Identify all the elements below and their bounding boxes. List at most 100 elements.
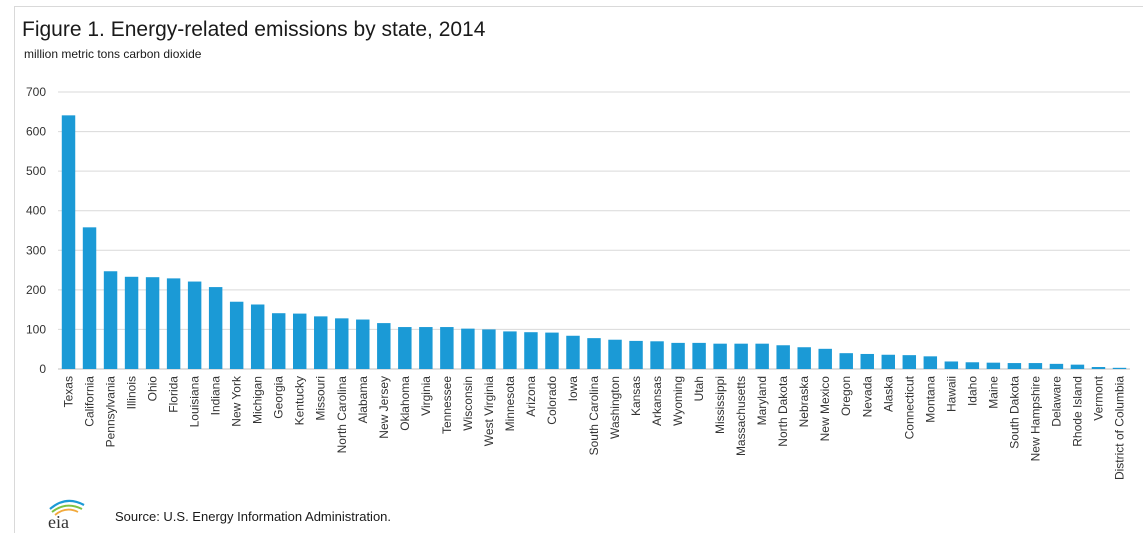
- x-tick-label: Tennessee: [440, 376, 454, 434]
- x-tick-label: Massachusetts: [734, 376, 748, 456]
- x-tick-label: Delaware: [1049, 376, 1063, 427]
- bar: [776, 345, 790, 369]
- x-tick-label: North Dakota: [776, 376, 790, 447]
- bar: [208, 287, 223, 369]
- bar: [61, 115, 76, 370]
- x-tick-label: Iowa: [566, 376, 580, 402]
- x-tick-label: Kansas: [629, 376, 643, 416]
- y-tick-label: 100: [26, 322, 46, 336]
- x-tick-label: Indiana: [209, 376, 223, 416]
- bar: [145, 277, 160, 369]
- chart-title: Figure 1. Energy-related emissions by st…: [22, 18, 486, 41]
- bar: [818, 348, 832, 369]
- chart-frame: [14, 6, 1143, 533]
- bar: [419, 327, 433, 369]
- x-tick-label: Alabama: [356, 376, 370, 424]
- bar: [986, 362, 1001, 369]
- x-tick-label: Georgia: [272, 376, 286, 419]
- x-tick-label: District of Columbia: [1112, 376, 1126, 480]
- bar: [482, 329, 496, 369]
- bar: [734, 343, 748, 369]
- svg-text:eia: eia: [48, 512, 69, 531]
- x-tick-label: Florida: [167, 376, 181, 413]
- x-tick-label: Pennsylvania: [104, 376, 118, 448]
- x-tick-label: Maine: [986, 376, 1000, 409]
- x-tick-label: Arizona: [524, 376, 538, 417]
- bar: [650, 341, 664, 369]
- y-tick-label: 200: [26, 283, 46, 297]
- bar: [1070, 364, 1085, 369]
- x-tick-label: Nevada: [860, 376, 874, 418]
- bar: [545, 332, 559, 369]
- bar: [671, 342, 685, 369]
- x-tick-label: Montana: [923, 376, 937, 423]
- x-tick-label: Alaska: [881, 376, 895, 412]
- x-tick-label: Rhode Island: [1070, 376, 1084, 447]
- bar: [860, 353, 874, 369]
- source-note: Source: U.S. Energy Information Administ…: [115, 509, 392, 524]
- bar: [944, 361, 959, 369]
- x-tick-label: West Virginia: [482, 376, 496, 447]
- y-tick-label: 500: [26, 164, 46, 178]
- x-tick-label: South Carolina: [587, 376, 601, 456]
- bar: [1091, 367, 1106, 369]
- bar: [377, 323, 391, 369]
- bar: [398, 327, 412, 369]
- bar: [356, 319, 370, 369]
- x-tick-label: Louisiana: [188, 376, 202, 428]
- bar: [166, 278, 181, 369]
- bar: [461, 328, 475, 369]
- bar: [692, 342, 706, 369]
- bar: [292, 313, 307, 369]
- y-tick-label: 700: [26, 85, 46, 99]
- y-tick-label: 400: [26, 204, 46, 218]
- bar: [1049, 363, 1064, 369]
- y-tick-label: 0: [39, 362, 46, 376]
- x-tick-label: Virginia: [419, 376, 433, 416]
- x-tick-label: Missouri: [314, 376, 328, 421]
- x-tick-label: Colorado: [545, 376, 559, 425]
- x-tick-label: Minnesota: [503, 376, 517, 432]
- x-tick-label: South Dakota: [1007, 376, 1021, 449]
- x-tick-label: Utah: [692, 376, 706, 401]
- bar: [881, 354, 896, 369]
- bar: [271, 313, 286, 369]
- x-tick-label: Maryland: [755, 376, 769, 425]
- x-tick-label: California: [83, 376, 97, 427]
- bar: [923, 356, 938, 369]
- bar: [1007, 363, 1022, 369]
- x-tick-label: Arkansas: [650, 376, 664, 426]
- x-tick-label: Connecticut: [902, 375, 916, 439]
- bar: [503, 331, 517, 369]
- bar: [335, 318, 349, 369]
- bar: [103, 271, 118, 369]
- x-tick-label: Mississippi: [713, 376, 727, 434]
- y-tick-label: 300: [26, 243, 46, 257]
- x-tick-label: New Hampshire: [1028, 376, 1042, 462]
- x-tick-label: Nebraska: [797, 376, 811, 428]
- bar: [713, 343, 727, 369]
- bar: [608, 339, 622, 369]
- x-tick-label: Michigan: [251, 376, 265, 424]
- bar: [902, 355, 917, 369]
- chart-subtitle: million metric tons carbon dioxide: [24, 47, 202, 61]
- bar: [629, 340, 643, 369]
- x-tick-label: Idaho: [965, 376, 979, 406]
- bar: [124, 276, 139, 369]
- bar: [82, 227, 97, 369]
- x-tick-label: Hawaii: [944, 376, 958, 412]
- bar: [524, 332, 538, 369]
- x-tick-label: Washington: [608, 376, 622, 439]
- bar: [229, 301, 244, 369]
- bar: [1112, 367, 1127, 369]
- bar: [797, 347, 811, 369]
- x-tick-label: Vermont: [1091, 375, 1105, 420]
- x-tick-label: New Jersey: [377, 376, 391, 439]
- x-tick-label: North Carolina: [335, 376, 349, 454]
- x-tick-label: Texas: [62, 376, 76, 407]
- x-tick-label: New Mexico: [818, 376, 832, 442]
- bar: [314, 316, 328, 369]
- bar: [440, 327, 454, 369]
- x-tick-label: Oklahoma: [398, 376, 412, 431]
